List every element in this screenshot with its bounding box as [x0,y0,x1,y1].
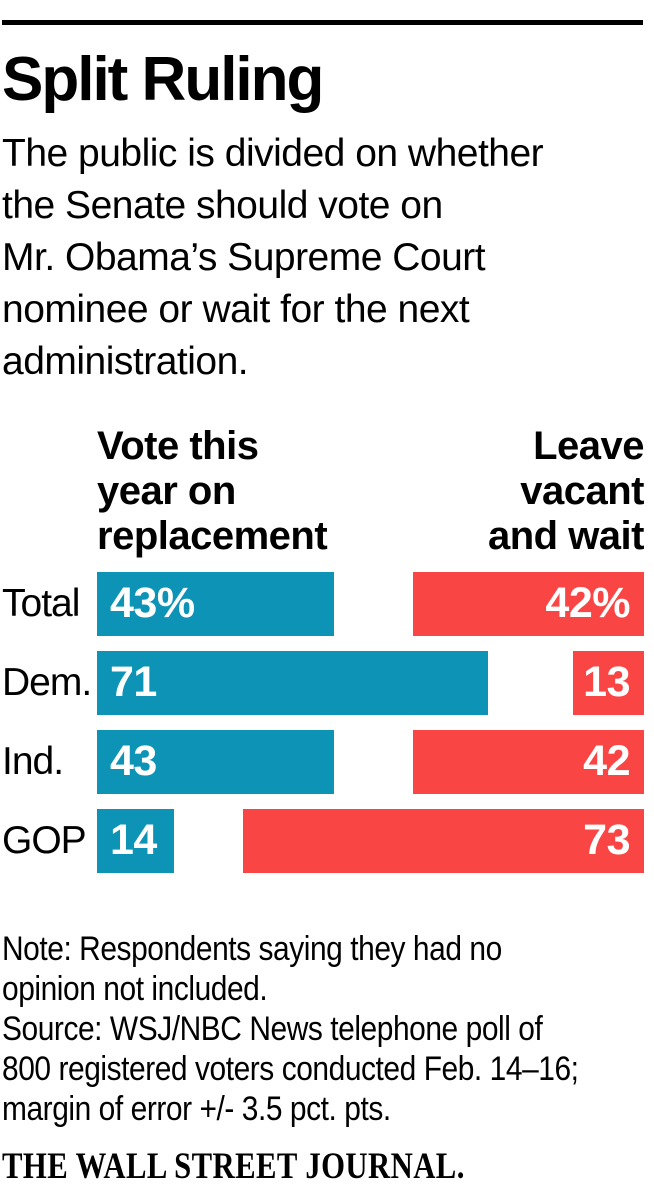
bar-chart: Total 43% 42% Dem. 71 13 Ind. 43 42 GOP … [2,572,644,874]
bar-value-label: 42% [545,579,630,628]
bar-area: 43 42 [97,730,644,795]
series-header-leave: Leave vacant and wait [487,424,645,559]
bar-value-label: 43% [110,579,195,628]
row-label-total: Total [2,582,80,626]
bar-value-label: 71 [110,658,157,707]
bar-vote-gop: 14 [97,809,174,874]
bar-vote-dem: 71 [97,651,488,716]
bar-row-gop: GOP 14 73 [2,809,644,874]
bar-value-label: 73 [583,816,630,865]
bar-area: 71 13 [97,651,644,716]
bar-leave-dem: 13 [572,651,644,716]
page-subtitle: The public is divided on whether the Sen… [2,132,544,384]
top-divider [2,20,643,25]
bar-row-total: Total 43% 42% [2,572,644,637]
bar-value-label: 14 [110,816,157,865]
bar-leave-total: 42% [413,572,644,637]
bar-area: 14 73 [97,809,644,874]
wsj-logotype: THE WALL STREET JOURNAL. [2,1146,465,1188]
bar-value-label: 43 [110,737,157,786]
page-title: Split Ruling [2,45,324,114]
bar-vote-ind: 43 [97,730,334,795]
series-header-vote: Vote this year on replacement [97,424,328,559]
bar-leave-gop: 73 [242,809,644,874]
row-label-gop: GOP [2,819,87,863]
bar-area: 43% 42% [97,572,644,637]
bar-vote-total: 43% [97,572,334,637]
row-label-ind: Ind. [2,740,64,784]
note-and-source-text: Note: Respondents saying they had no opi… [2,930,579,1129]
chart-card: Split Ruling The public is divided on wh… [2,20,645,1188]
bar-value-label: 13 [583,658,630,707]
row-label-dem: Dem. [2,661,92,705]
bar-row-ind: Ind. 43 42 [2,730,644,795]
bar-value-label: 42 [583,737,630,786]
bar-row-dem: Dem. 71 13 [2,651,644,716]
series-headers: Vote this year on replacement Leave vaca… [2,424,645,559]
bar-leave-ind: 42 [413,730,644,795]
